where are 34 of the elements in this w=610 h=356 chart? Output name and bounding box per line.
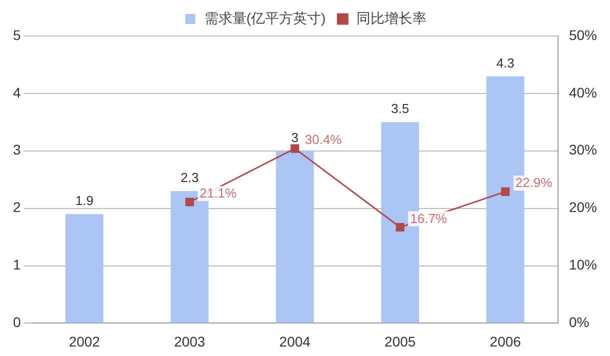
- point: [396, 222, 404, 232]
- data-label: 4.3: [496, 55, 514, 70]
- x-tick-label: 2002: [68, 333, 100, 350]
- data-label: 16.7%: [410, 210, 448, 226]
- legend-label: 同比增长率: [356, 10, 427, 26]
- x-tick-label: 2003: [174, 333, 206, 350]
- x-tick-label: 2004: [279, 333, 311, 350]
- legend-label: 需求量(亿平方英寸): [204, 10, 326, 26]
- data-label: 30.4%: [304, 132, 342, 148]
- point: [185, 198, 194, 206]
- y2-tick-label: 50%: [568, 26, 598, 43]
- point: [501, 187, 510, 196]
- y-tick-label: 0: [12, 314, 21, 330]
- y-tick-label: 5: [12, 26, 21, 43]
- y-tick-label: 3: [12, 142, 21, 158]
- y-tick-label: 2: [12, 199, 21, 216]
- y2-tick-label: 10%: [568, 256, 598, 273]
- data-label: 2.3: [180, 170, 199, 186]
- x-tick-label: 2006: [490, 333, 522, 350]
- bar: [276, 150, 314, 323]
- data-label: 21.1%: [200, 186, 237, 201]
- data-label: 3: [291, 130, 298, 145]
- data-label: 1.9: [75, 193, 94, 208]
- data-label: 3.5: [391, 101, 410, 116]
- y-tick-label: 4: [12, 84, 21, 100]
- data-label: 22.9%: [515, 175, 553, 190]
- y2-tick-label: 0%: [568, 314, 590, 330]
- y2-tick-label: 30%: [568, 142, 598, 158]
- x-tick-label: 2005: [384, 333, 416, 350]
- y2-tick-label: 20%: [568, 199, 598, 216]
- point: [290, 144, 300, 153]
- y2-tick-label: 40%: [568, 84, 598, 100]
- y-tick-label: 1: [12, 256, 21, 273]
- bar: [65, 214, 104, 323]
